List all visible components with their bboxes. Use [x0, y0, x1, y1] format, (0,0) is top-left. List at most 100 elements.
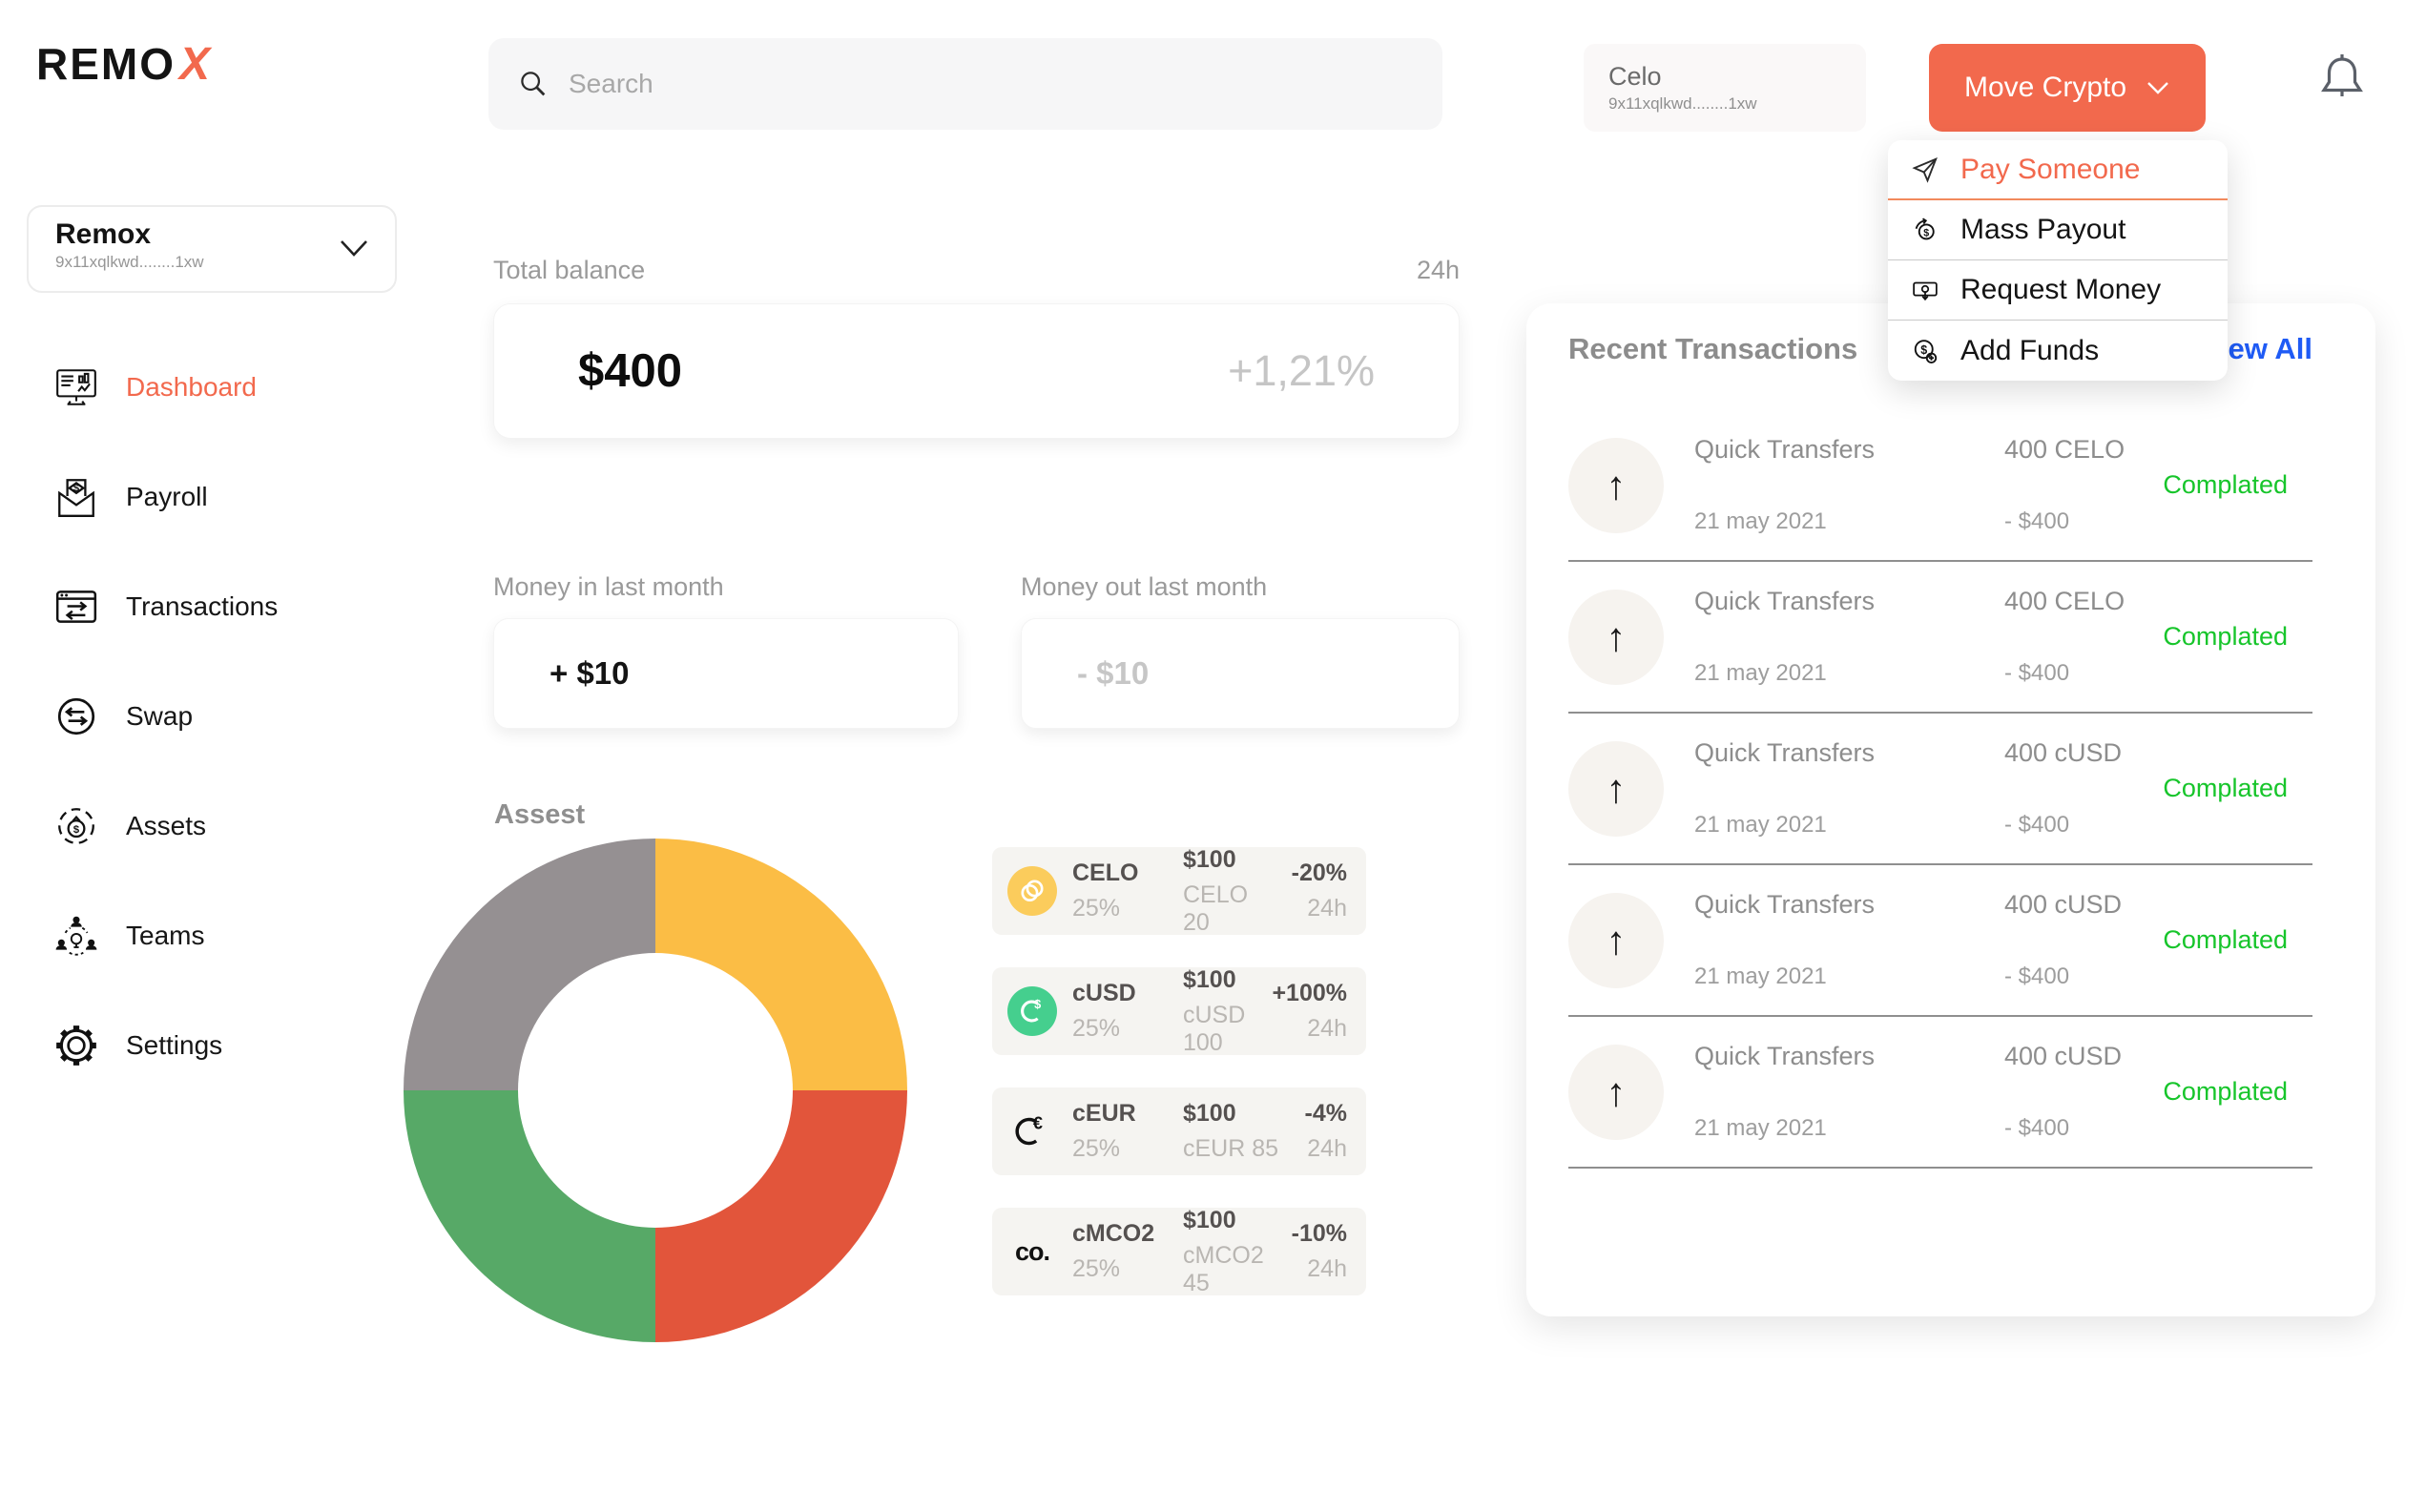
money-in-value: + $10	[549, 655, 630, 691]
sidebar-item-label: Teams	[126, 920, 205, 950]
tx-fiat: - $400	[2004, 1115, 2070, 1141]
workspace-name: Remox	[55, 218, 152, 250]
tx-status-badge: Complated	[2163, 622, 2288, 651]
transfer-out-icon: ↑	[1568, 589, 1664, 685]
move-crypto-button[interactable]: Move Crypto	[1929, 44, 2206, 132]
asset-holding: cMCO2 45	[1183, 1241, 1264, 1296]
wallet-network-chip[interactable]: Celo 9x11xqlkwd........1xw	[1584, 44, 1866, 132]
menu-item-label: Add Funds	[1960, 334, 2100, 366]
tx-amount: 400 cUSD	[2004, 738, 2123, 767]
asset-change: -4%	[1304, 1100, 1347, 1127]
settings-icon	[53, 1023, 99, 1068]
workspace-selector[interactable]: Remox 9x11xqlkwd........1xw	[27, 205, 397, 293]
transfer-out-icon: ↑	[1568, 1044, 1664, 1140]
search-input[interactable]	[569, 69, 1414, 99]
tx-status-badge: Complated	[2163, 470, 2288, 499]
asset-period: 24h	[1307, 895, 1347, 922]
teams-icon	[53, 913, 99, 959]
tx-date: 21 may 2021	[1694, 963, 1827, 989]
menu-item-pay-someone[interactable]: Pay Someone	[1888, 140, 2228, 200]
sidebar-item-swap[interactable]: Swap	[27, 661, 397, 771]
search-bar[interactable]	[488, 38, 1442, 130]
asset-change: -10%	[1291, 1220, 1347, 1247]
transaction-row[interactable]: ↑ Quick Transfers 21 may 2021 400 cUSD - $…	[1568, 1017, 2312, 1167]
asset-period: 24h	[1307, 1135, 1347, 1162]
asset-list: CELO 25% $100 CELO 20 -20% 24h $ cUSD 25% $1…	[992, 846, 1366, 1296]
asset-value: $100	[1183, 965, 1236, 993]
assets-title: Assest	[494, 799, 586, 830]
money-out-value: - $10	[1077, 655, 1150, 691]
menu-item-mass-payout[interactable]: $ Mass Payout	[1888, 200, 2228, 260]
sidebar-item-teams[interactable]: Teams	[27, 880, 397, 990]
tx-date: 21 may 2021	[1694, 1115, 1827, 1141]
wallet-address: 9x11xqlkwd........1xw	[1608, 94, 1757, 113]
asset-symbol: cMCO2	[1072, 1220, 1155, 1247]
money-out-card: - $10	[1021, 618, 1460, 729]
sidebar-item-settings[interactable]: Settings	[27, 990, 397, 1100]
sidebar-item-dashboard[interactable]: Dashboard	[27, 332, 397, 442]
transaction-row[interactable]: ↑ Quick Transfers 21 may 2021 400 cUSD - $…	[1568, 714, 2312, 863]
request-money-icon	[1911, 276, 1939, 304]
tx-amount: 400 cUSD	[2004, 1042, 2123, 1070]
svg-text:$: $	[73, 483, 80, 494]
tx-status-badge: Complated	[2163, 774, 2288, 802]
asset-holding: CELO 20	[1183, 880, 1249, 936]
menu-item-request-money[interactable]: Request Money	[1888, 260, 2228, 321]
tx-type: Quick Transfers	[1694, 890, 1876, 919]
tx-amount: 400 cUSD	[2004, 890, 2123, 919]
svg-text:€: €	[1033, 1113, 1043, 1133]
logo-x-icon: X	[179, 38, 211, 90]
asset-row-cusd[interactable]: $ cUSD 25% $100 cUSD 100 +100% 24h	[992, 965, 1366, 1056]
row-divider	[1568, 560, 2312, 562]
row-divider	[1568, 863, 2312, 865]
asset-period: 24h	[1307, 1255, 1347, 1282]
tx-date: 21 may 2021	[1694, 812, 1827, 838]
transactions-list: ↑ Quick Transfers 21 may 2021 400 CELO - $…	[1568, 410, 2312, 1169]
tx-fiat: - $400	[2004, 660, 2070, 686]
paper-plane-icon	[1911, 155, 1939, 184]
assets-icon: $	[53, 803, 99, 849]
balance-period: 24h	[1416, 256, 1460, 284]
remox-logo: REMO X	[36, 38, 211, 90]
asset-change: +100%	[1272, 980, 1347, 1006]
transaction-row[interactable]: ↑ Quick Transfers 21 may 2021 400 CELO - $…	[1568, 410, 2312, 560]
notifications-bell-button[interactable]	[2315, 50, 2369, 111]
move-crypto-label: Move Crypto	[1963, 72, 2127, 103]
asset-symbol: cUSD	[1072, 980, 1136, 1006]
tx-amount: 400 CELO	[2004, 587, 2125, 615]
asset-row-celo[interactable]: CELO 25% $100 CELO 20 -20% 24h	[992, 846, 1366, 936]
tx-type: Quick Transfers	[1694, 1042, 1876, 1070]
chevron-down-icon	[2146, 79, 2170, 96]
celo-token-icon	[1007, 866, 1057, 916]
tx-type: Quick Transfers	[1694, 587, 1876, 615]
sidebar-nav: Dashboard $ Payroll Transactions Swap $ …	[27, 332, 397, 1100]
logo-wordmark: REMO	[36, 39, 176, 89]
tx-fiat: - $400	[2004, 508, 2070, 534]
menu-item-add-funds[interactable]: $ Add Funds	[1888, 321, 2228, 381]
cusd-token-icon: $	[1007, 986, 1057, 1036]
svg-text:$: $	[1923, 227, 1929, 238]
sidebar-item-label: Payroll	[126, 481, 208, 511]
tx-status-badge: Complated	[2163, 1077, 2288, 1106]
sidebar-item-transactions[interactable]: Transactions	[27, 551, 397, 661]
sidebar-item-label: Transactions	[126, 590, 279, 621]
sidebar-item-assets[interactable]: $ Assets	[27, 771, 397, 880]
move-crypto-menu: Pay Someone $ Mass Payout Request Money …	[1888, 140, 2228, 381]
tx-fiat: - $400	[2004, 812, 2070, 838]
sidebar-item-payroll[interactable]: $ Payroll	[27, 442, 397, 551]
asset-share: 25%	[1072, 1255, 1121, 1282]
asset-value: $100	[1183, 1206, 1236, 1233]
transaction-row[interactable]: ↑ Quick Transfers 21 may 2021 400 cUSD - $…	[1568, 865, 2312, 1015]
tx-date: 21 may 2021	[1694, 660, 1827, 686]
asset-row-ceur[interactable]: € cEUR 25% $100 cEUR 85 -4% 24h	[992, 1087, 1366, 1175]
balance-amount: $400	[578, 345, 683, 397]
tx-fiat: - $400	[2004, 963, 2070, 989]
wallet-network-label: Celo	[1608, 62, 1662, 91]
payroll-icon: $	[53, 474, 99, 520]
transactions-icon	[53, 584, 99, 630]
row-divider	[1568, 712, 2312, 714]
asset-row-cmco2[interactable]: co. cMCO2 25% $100 cMCO2 45 -10% 24h	[992, 1206, 1366, 1296]
transfer-out-icon: ↑	[1568, 437, 1664, 533]
transaction-row[interactable]: ↑ Quick Transfers 21 may 2021 400 CELO - $…	[1568, 562, 2312, 712]
